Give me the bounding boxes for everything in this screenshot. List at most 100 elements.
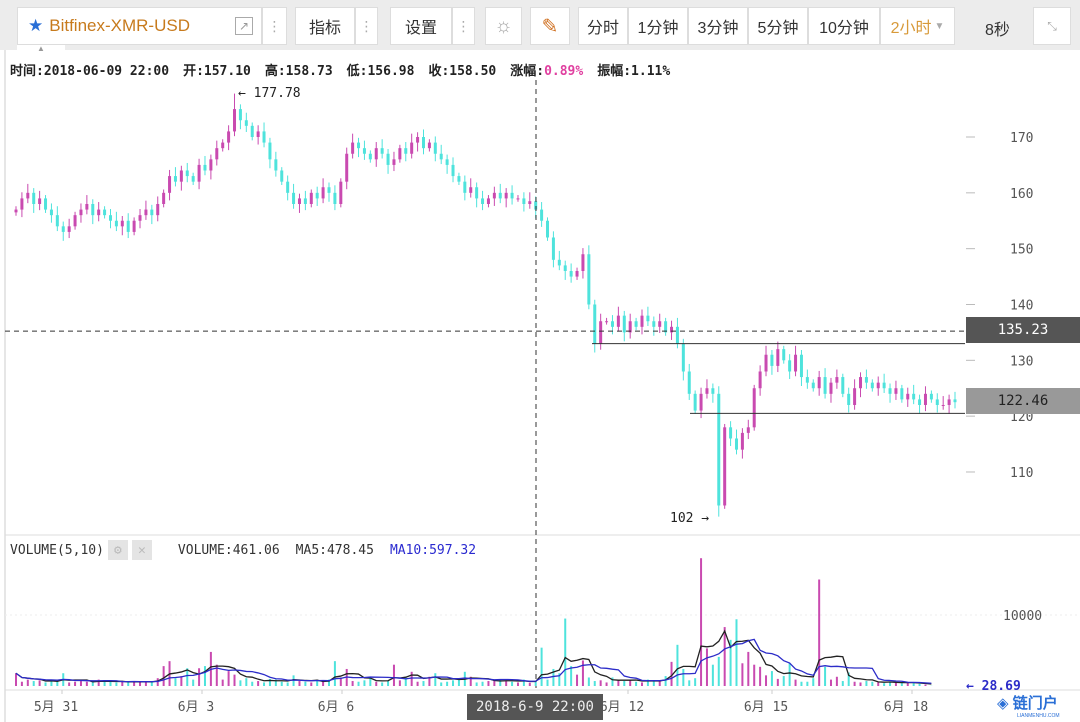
volume-bar [115, 682, 118, 686]
candle-body [327, 187, 331, 193]
candle-body [610, 321, 614, 327]
candle-body [734, 438, 738, 450]
candle-body [953, 399, 957, 403]
candle-body [250, 125, 254, 137]
gear-icon[interactable]: ⚙ [107, 540, 128, 560]
candle-body [55, 215, 59, 227]
draw-pencil-icon[interactable]: ✎ [530, 7, 570, 45]
volume-bar [221, 679, 224, 686]
candle-body [215, 148, 219, 160]
candle-body [729, 427, 733, 439]
candle-body [882, 382, 886, 389]
volume-bar [38, 680, 41, 686]
volume-bar [457, 679, 460, 686]
volume-bar [676, 644, 679, 686]
external-link-icon[interactable]: ↗ [235, 17, 253, 35]
volume-bar [623, 681, 626, 686]
x-tick-label-0: 5月 31 [34, 700, 78, 715]
candle-body [481, 198, 485, 204]
volume-bar [776, 678, 779, 686]
volume-bar [422, 681, 425, 686]
volume-bar [540, 647, 543, 686]
period-dropdown[interactable]: 2小时 ▼ [880, 7, 955, 45]
candle-body [32, 192, 36, 204]
volume-bar [729, 639, 732, 686]
volume-bar [918, 683, 921, 686]
volume-bar [641, 682, 643, 686]
candle-body [551, 237, 555, 260]
indicator-menu-button[interactable]: ⋮ [355, 7, 378, 45]
fullscreen-icon[interactable]: ⤡ [1033, 7, 1071, 45]
candle-body [723, 427, 727, 506]
symbol-menu-button[interactable]: ⋮ [262, 7, 287, 45]
candle-body [794, 354, 798, 372]
candle-body [498, 192, 502, 199]
settings-menu-button[interactable]: ⋮ [452, 7, 475, 45]
volume-bar [747, 651, 750, 686]
candle-body [233, 109, 237, 132]
volume-bar [481, 681, 484, 686]
volume-bar [841, 681, 844, 686]
period-tab-1[interactable]: 1分钟 [628, 7, 688, 45]
info-change: 0.89% [544, 64, 584, 79]
info-time: 时间:2018-06-09 22:00 [10, 64, 170, 79]
volume-bar [50, 681, 53, 686]
candle-body [486, 198, 490, 204]
volume-bar [611, 677, 614, 686]
candle-body [227, 131, 231, 143]
candle-body [445, 159, 449, 165]
period-tab-2[interactable]: 3分钟 [688, 7, 748, 45]
x-tick-label-4: 6月 15 [744, 700, 788, 715]
volume-bar [428, 676, 431, 686]
volume-bar [215, 664, 218, 686]
candle-body [859, 377, 863, 389]
close-icon[interactable]: ✕ [131, 540, 152, 560]
volume-bar [139, 681, 142, 686]
volume-bar [150, 681, 153, 686]
candle-body [132, 220, 136, 232]
volume-bar [906, 682, 909, 686]
volume-bar [605, 682, 608, 686]
candle-body [906, 393, 910, 400]
candle-body [221, 142, 225, 149]
refresh-interval[interactable]: 8秒 [985, 22, 1010, 39]
candle-body [38, 198, 42, 204]
candle-body [49, 209, 53, 216]
min-price-label: 102 → [670, 511, 709, 526]
volume-bar [770, 671, 773, 686]
candle-body [876, 382, 880, 389]
collapse-toggle[interactable]: ▲ [17, 45, 65, 53]
volume-bar [475, 682, 478, 686]
candle-body [357, 142, 361, 149]
volume-bar [322, 681, 325, 686]
candle-body [173, 176, 177, 182]
candle-body [126, 220, 130, 232]
period-tab-4[interactable]: 10分钟 [808, 7, 880, 45]
volume-bar [646, 679, 649, 686]
volume-bar [853, 681, 856, 686]
info-close: 收:158.50 [428, 64, 497, 79]
volume-bar [85, 681, 88, 686]
x-tick-label-3: 6月 12 [600, 700, 644, 715]
candle-body [97, 209, 101, 216]
volume-bar [835, 676, 838, 686]
period-tab-3[interactable]: 5分钟 [748, 7, 808, 45]
settings-button[interactable]: 设置 [390, 7, 452, 45]
theme-toggle-sun-icon[interactable]: ☼ [485, 7, 522, 45]
volume-bar [487, 681, 490, 686]
candle-body [209, 159, 213, 171]
candle-body [439, 153, 443, 160]
volume-bar [735, 619, 738, 686]
indicator-button[interactable]: 指标 [295, 7, 355, 45]
volume-bar [794, 679, 797, 686]
candle-body [268, 142, 272, 160]
star-icon[interactable]: ★ [28, 16, 44, 35]
period-tab-0[interactable]: 分时 [578, 7, 628, 45]
candle-body [888, 388, 892, 394]
candle-body [835, 377, 839, 383]
volume-bar [652, 681, 655, 686]
candle-body [705, 388, 709, 394]
volume-bar [144, 682, 147, 686]
symbol-selector[interactable]: ★ Bitfinex-XMR-USD ↗ [17, 7, 262, 45]
